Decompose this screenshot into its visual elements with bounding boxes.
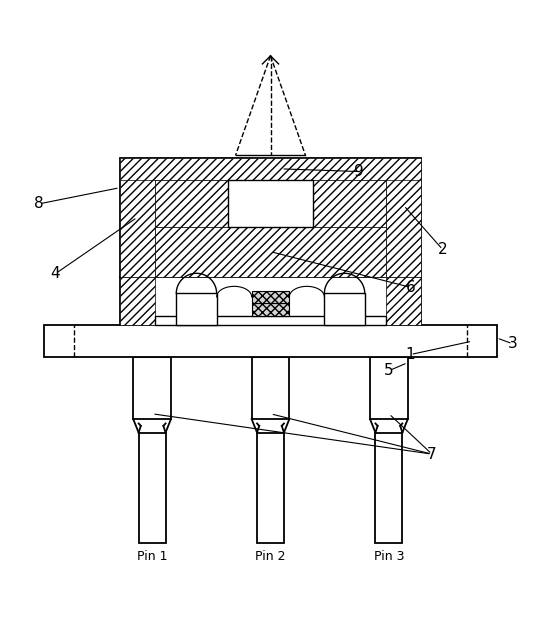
Bar: [120, 277, 421, 325]
Bar: [228, 179, 313, 227]
Bar: [155, 179, 228, 227]
Text: 4: 4: [50, 266, 60, 282]
Bar: [252, 303, 289, 316]
Bar: [386, 158, 421, 277]
Text: 8: 8: [34, 196, 44, 211]
Text: Pin 2: Pin 2: [255, 550, 286, 563]
Bar: [120, 158, 155, 277]
Bar: [370, 357, 408, 419]
Bar: [120, 158, 421, 277]
Bar: [44, 325, 497, 357]
Bar: [176, 293, 216, 325]
Text: 5: 5: [384, 363, 394, 378]
Text: 6: 6: [406, 280, 415, 295]
Text: 3: 3: [508, 336, 518, 351]
Bar: [325, 293, 365, 325]
Bar: [252, 291, 289, 303]
Bar: [155, 227, 386, 277]
Bar: [257, 432, 284, 543]
Bar: [252, 357, 289, 419]
Bar: [155, 316, 386, 325]
Bar: [138, 432, 166, 543]
Text: Pin 1: Pin 1: [137, 550, 167, 563]
Text: Pin 3: Pin 3: [374, 550, 404, 563]
Bar: [120, 158, 421, 179]
Text: 1: 1: [406, 347, 415, 362]
Bar: [133, 357, 171, 419]
Bar: [313, 179, 386, 227]
Text: 9: 9: [354, 164, 364, 179]
Text: 2: 2: [438, 242, 447, 257]
Bar: [375, 432, 403, 543]
Text: 7: 7: [427, 447, 437, 462]
Bar: [386, 277, 421, 325]
Bar: [120, 277, 155, 325]
